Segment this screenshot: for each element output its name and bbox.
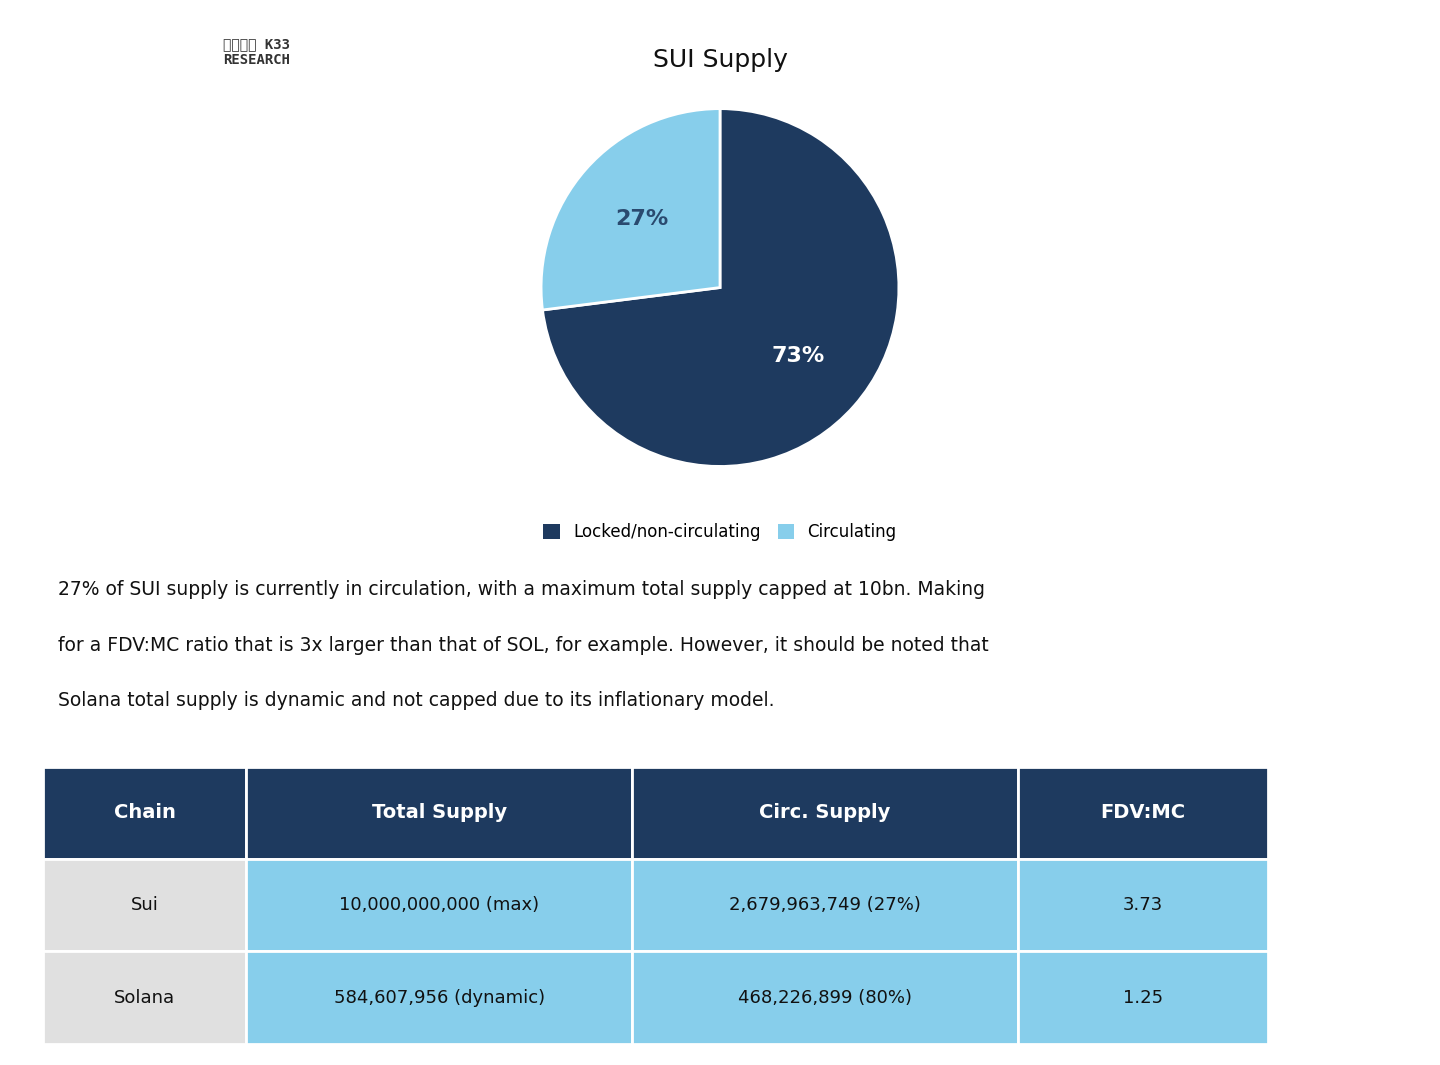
Text: for a FDV:MC ratio that is 3x larger than that of SOL, for example. However, it : for a FDV:MC ratio that is 3x larger tha…: [58, 636, 988, 655]
Text: 584,607,956 (dynamic): 584,607,956 (dynamic): [334, 988, 544, 1006]
Text: SUI Supply: SUI Supply: [652, 48, 788, 72]
Text: Sui: Sui: [131, 897, 158, 914]
Text: 1.25: 1.25: [1123, 988, 1164, 1006]
Text: 27% of SUI supply is currently in circulation, with a maximum total supply cappe: 27% of SUI supply is currently in circul…: [58, 580, 985, 600]
Legend: Locked/non-circulating, Circulating: Locked/non-circulating, Circulating: [537, 517, 903, 547]
FancyBboxPatch shape: [246, 859, 632, 951]
Text: 3.73: 3.73: [1123, 897, 1164, 914]
Wedge shape: [541, 109, 720, 310]
Text: FDV:MC: FDV:MC: [1100, 803, 1185, 822]
FancyBboxPatch shape: [1018, 859, 1269, 951]
Text: 2,679,963,749 (27%): 2,679,963,749 (27%): [729, 897, 920, 914]
FancyBboxPatch shape: [43, 859, 246, 951]
Text: Chain: Chain: [114, 803, 176, 822]
Text: Solana: Solana: [114, 988, 176, 1006]
FancyBboxPatch shape: [632, 951, 1018, 1044]
Text: 27%: 27%: [615, 209, 668, 229]
Text: 10,000,000,000 (max): 10,000,000,000 (max): [338, 897, 539, 914]
FancyBboxPatch shape: [632, 859, 1018, 951]
FancyBboxPatch shape: [632, 767, 1018, 859]
FancyBboxPatch shape: [246, 951, 632, 1044]
Text: Solana total supply is dynamic and not capped due to its inflationary model.: Solana total supply is dynamic and not c…: [58, 691, 775, 710]
Wedge shape: [543, 109, 899, 466]
FancyBboxPatch shape: [43, 767, 246, 859]
FancyBboxPatch shape: [1018, 951, 1269, 1044]
Text: ⦿⦿⦿⦿ K33
RESEARCH: ⦿⦿⦿⦿ K33 RESEARCH: [223, 37, 291, 67]
Text: Total Supply: Total Supply: [372, 803, 507, 822]
FancyBboxPatch shape: [246, 767, 632, 859]
Text: Circ. Supply: Circ. Supply: [759, 803, 890, 822]
FancyBboxPatch shape: [43, 951, 246, 1044]
Text: 73%: 73%: [772, 346, 825, 366]
Text: 468,226,899 (80%): 468,226,899 (80%): [737, 988, 912, 1006]
FancyBboxPatch shape: [1018, 767, 1269, 859]
